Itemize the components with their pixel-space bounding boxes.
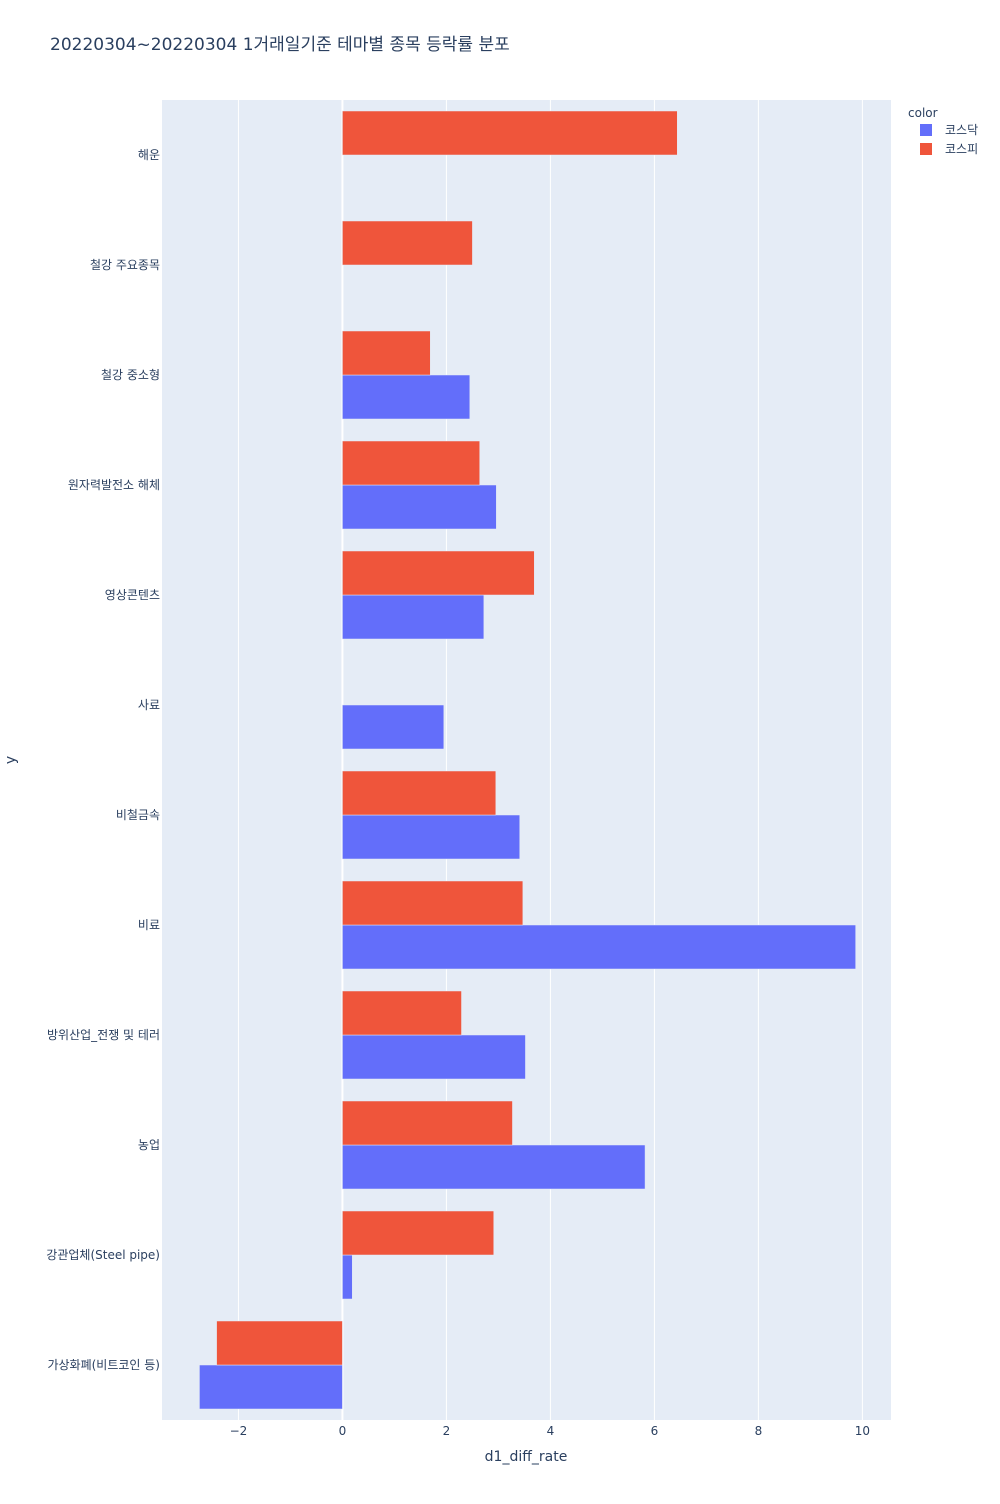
bar-kosdaq[interactable]: [342, 1034, 526, 1080]
y-tick-label: 영상콘텐츠: [105, 588, 160, 602]
y-tick-label: 해운: [138, 148, 160, 162]
bar-kospi[interactable]: [342, 220, 473, 266]
bar-kosdaq[interactable]: [342, 374, 471, 420]
bar-kosdaq[interactable]: [342, 484, 497, 530]
x-axis-title: d1_diff_rate: [485, 1449, 568, 1465]
legend-swatch-kosdaq: [920, 124, 932, 136]
bar-kospi[interactable]: [342, 990, 462, 1036]
bar-kospi[interactable]: [342, 550, 535, 596]
legend-title: color: [908, 106, 938, 120]
bar-kosdaq[interactable]: [342, 594, 485, 640]
bar-kosdaq[interactable]: [342, 704, 445, 750]
x-tick-label: −2: [230, 1424, 248, 1438]
legend-swatch-kospi: [920, 143, 932, 155]
bar-kosdaq[interactable]: [342, 814, 520, 860]
y-tick-label: 철강 중소형: [101, 368, 160, 382]
y-tick-label: 비료: [138, 918, 160, 932]
y-tick-label: 사료: [138, 698, 160, 712]
grid-lines: [237, 100, 863, 1420]
bar-kosdaq[interactable]: [342, 1144, 646, 1190]
bar-kospi[interactable]: [342, 1210, 494, 1256]
bar-kospi[interactable]: [342, 1100, 513, 1146]
bar-kospi[interactable]: [342, 770, 497, 816]
x-tick-label: 4: [547, 1424, 555, 1438]
bar-kosdaq[interactable]: [342, 1254, 353, 1300]
bars: [199, 110, 856, 1410]
legend-item-kosdaq[interactable]: 코스닥: [920, 123, 978, 137]
x-tick-label: 6: [651, 1424, 659, 1438]
x-tick-labels: −2 0 2 4 6 8 10: [230, 1424, 870, 1438]
legend-item-kospi[interactable]: 코스피: [920, 142, 978, 156]
y-tick-label: 비철금속: [116, 808, 160, 822]
bar-kospi[interactable]: [342, 880, 524, 926]
x-tick-label: 0: [339, 1424, 347, 1438]
y-axis-title: y: [3, 756, 19, 764]
y-tick-label: 농업: [138, 1138, 160, 1152]
bar-kosdaq[interactable]: [342, 924, 856, 970]
plot-area: [162, 100, 891, 1420]
bar-kospi[interactable]: [216, 1320, 343, 1366]
legend-label-kosdaq: 코스닥: [945, 123, 978, 137]
bar-kospi[interactable]: [342, 110, 678, 156]
legend-label-kospi: 코스피: [945, 142, 978, 156]
x-tick-label: 2: [443, 1424, 451, 1438]
y-tick-label: 강관업체(Steel pipe): [46, 1248, 160, 1262]
y-tick-label: 원자력발전소 해체: [68, 478, 160, 492]
y-tick-label: 철강 주요종목: [90, 258, 160, 272]
bar-kospi[interactable]: [342, 330, 431, 376]
chart-title: 20220304~20220304 1거래일기준 테마별 종목 등락률 분포: [50, 35, 510, 55]
x-tick-label: 10: [855, 1424, 870, 1438]
y-tick-label: 방위산업_전쟁 및 테러: [47, 1028, 160, 1042]
bar-kosdaq[interactable]: [199, 1364, 343, 1410]
x-tick-label: 8: [755, 1424, 763, 1438]
legend: color 코스닥 코스피: [908, 106, 978, 156]
y-tick-label: 가상화폐(비트코인 등): [47, 1358, 160, 1372]
bar-kospi[interactable]: [342, 440, 480, 486]
